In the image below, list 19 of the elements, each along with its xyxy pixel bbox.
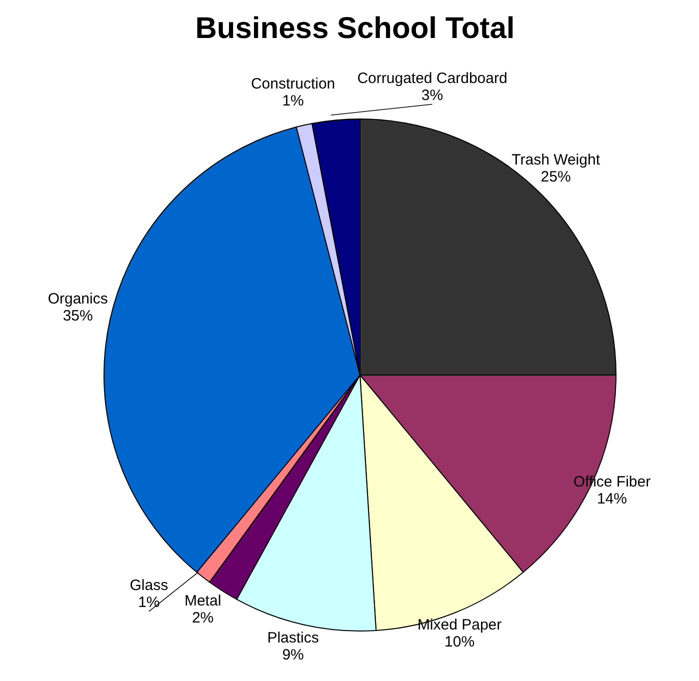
slice-label: Organics: [48, 290, 108, 308]
slice-label: Metal: [184, 592, 222, 610]
data-label: 9%: [282, 646, 304, 664]
data-label: 14%: [596, 490, 627, 508]
slice-label: Plastics: [267, 630, 319, 647]
slice-label: Corrugated Cardboard: [357, 70, 508, 87]
data-label: 2%: [192, 609, 214, 626]
data-label: 10%: [444, 634, 475, 651]
slice-label: Construction: [250, 75, 336, 92]
data-label: 3%: [421, 86, 444, 104]
slice-label: Office Fiber: [573, 473, 651, 490]
data-label: 1%: [282, 92, 304, 110]
chart-title: Business School Total: [195, 12, 515, 45]
data-label: 35%: [62, 308, 93, 325]
slice-label: Glass: [130, 576, 168, 594]
slice-label: Trash Weight: [512, 152, 601, 169]
data-label: 25%: [540, 168, 571, 186]
slice-label: Mixed Paper: [417, 616, 502, 634]
data-label: 1%: [138, 594, 160, 611]
